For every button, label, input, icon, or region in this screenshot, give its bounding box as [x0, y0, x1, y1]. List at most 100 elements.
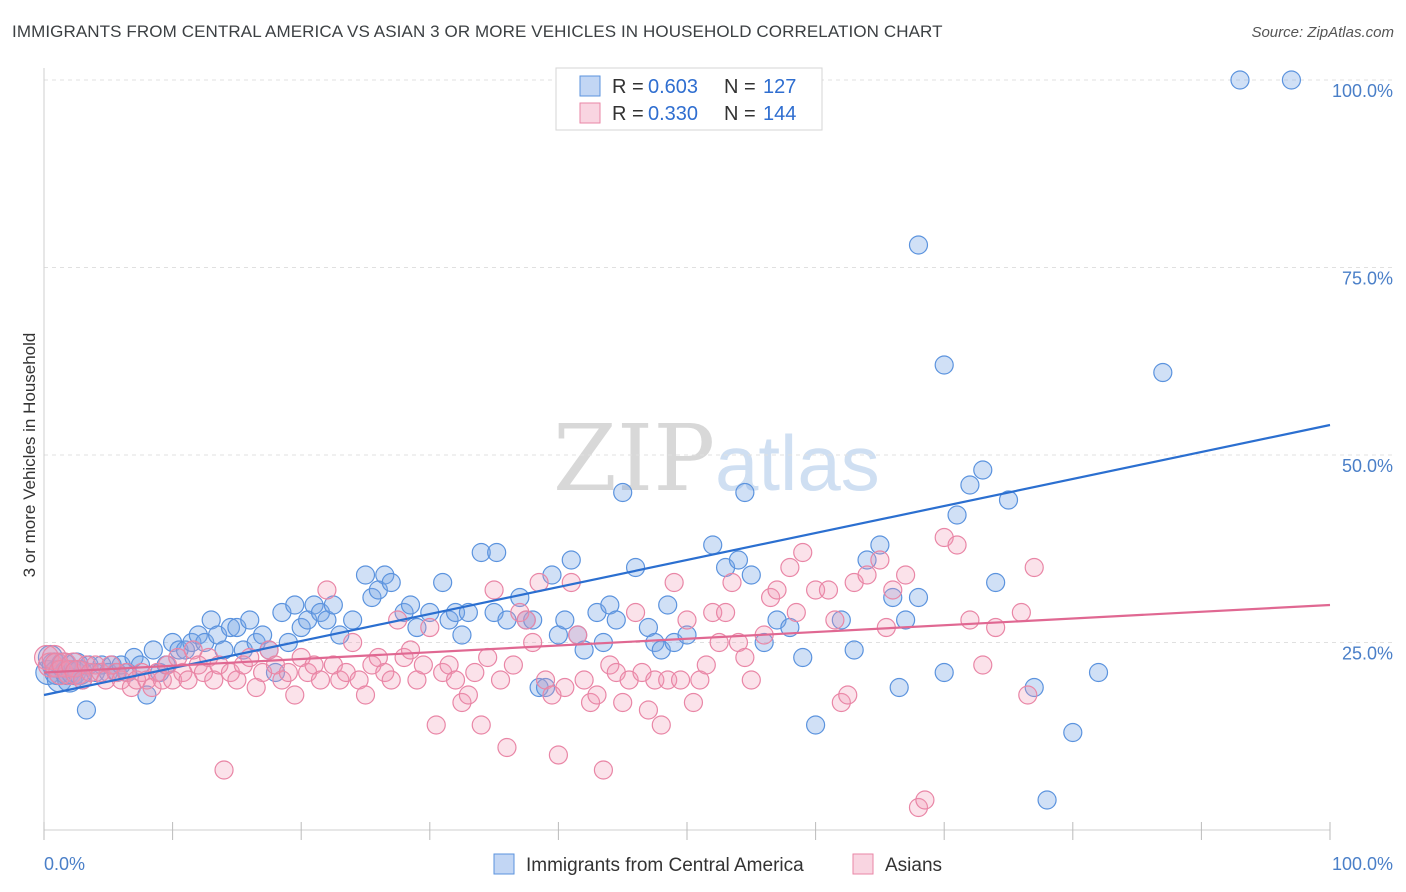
point-pink-109 [677, 610, 697, 630]
legend-swatch-blue [579, 75, 601, 97]
legend-n-value-1: 127 [763, 76, 796, 98]
point-pink-112 [696, 655, 716, 675]
point-pink-93 [574, 670, 594, 690]
point-pink-146 [1024, 557, 1044, 578]
point-blue-91 [645, 632, 665, 653]
point-blue-114 [934, 662, 954, 683]
point-blue-81 [561, 550, 581, 570]
point-pink-35 [204, 670, 224, 690]
point-pink-66 [400, 640, 421, 660]
source-credit: Source: ZipAtlas.com [1251, 24, 1394, 41]
point-pink-94 [580, 692, 601, 713]
point-pink-103 [638, 700, 659, 720]
point-pink-122 [767, 580, 787, 600]
point-blue-116 [960, 475, 980, 495]
point-pink-130 [838, 685, 858, 705]
point-pink-62 [375, 662, 395, 683]
point-pink-89 [548, 745, 569, 765]
point-pink-46 [272, 670, 292, 690]
point-blue-47 [291, 617, 311, 638]
point-blue-93 [658, 595, 678, 615]
point-pink-48 [285, 685, 305, 705]
bottom-legend-label-2: Asians [885, 855, 942, 876]
point-pink-69 [420, 617, 440, 638]
point-blue-68 [458, 602, 478, 623]
point-pink-110 [683, 692, 704, 713]
point-blue-96 [703, 535, 723, 555]
bottom-legend: Immigrants from Central America Asians [493, 853, 942, 876]
point-blue-80 [555, 610, 575, 630]
point-pink-136 [896, 565, 916, 585]
point-pink-63 [381, 670, 401, 690]
point-blue-127 [908, 235, 929, 255]
point-blue-56 [362, 587, 382, 608]
series-pink [33, 527, 1044, 818]
point-pink-75 [458, 685, 478, 705]
point-pink-84 [516, 610, 536, 630]
point-blue-36 [220, 617, 241, 638]
point-pink-118 [735, 647, 755, 668]
point-pink-115 [715, 602, 736, 623]
point-blue-119 [998, 490, 1019, 510]
point-pink-105 [651, 715, 671, 735]
point-blue-99 [735, 482, 755, 503]
point-blue-107 [844, 640, 864, 660]
y-tick-label-3: 100.0% [1332, 81, 1393, 101]
point-pink-142 [973, 655, 993, 675]
point-pink-82 [503, 655, 523, 675]
point-pink-37 [214, 760, 234, 780]
point-pink-79 [484, 580, 504, 600]
point-blue-105 [805, 715, 826, 735]
y-tick-label-1: 50.0% [1342, 456, 1393, 476]
point-blue-59 [381, 572, 401, 593]
point-pink-70 [426, 715, 446, 735]
point-pink-85 [523, 632, 543, 653]
point-pink-101 [625, 602, 646, 623]
point-pink-128 [825, 610, 845, 630]
point-blue-35 [214, 640, 234, 660]
gridlines [44, 79, 1392, 643]
point-pink-99 [613, 692, 633, 713]
point-pink-52 [310, 670, 331, 690]
point-pink-116 [722, 572, 742, 593]
point-blue-64 [433, 572, 453, 593]
data-points [33, 70, 1302, 818]
point-blue-39 [240, 610, 260, 630]
point-pink-144 [1011, 602, 1031, 623]
point-blue-111 [889, 677, 909, 698]
point-blue-54 [343, 610, 363, 630]
point-blue-109 [870, 535, 890, 555]
point-blue-21 [124, 647, 144, 668]
legend-n-label-1: N = [724, 76, 756, 98]
point-pink-145 [1018, 685, 1038, 705]
point-pink-123 [780, 557, 800, 578]
legend-n-value-2: 144 [763, 103, 796, 125]
point-pink-23 [142, 677, 162, 698]
watermark: ZIP atlas [553, 405, 880, 512]
point-blue-89 [625, 557, 646, 578]
point-pink-119 [741, 670, 761, 690]
point-pink-121 [760, 587, 781, 608]
point-blue-55 [355, 565, 376, 585]
correlation-legend: R = 0.603 N = 127 R = 0.330 N = 144 [555, 67, 823, 131]
point-pink-107 [664, 572, 684, 593]
point-blue-104 [793, 647, 813, 668]
point-pink-108 [670, 670, 691, 690]
point-pink-30 [178, 670, 198, 690]
bottom-legend-swatch-blue [493, 853, 515, 875]
point-blue-128 [934, 355, 954, 375]
point-pink-36 [209, 655, 229, 675]
point-pink-81 [497, 737, 517, 758]
point-blue-87 [606, 610, 626, 630]
point-blue-117 [973, 460, 993, 480]
point-pink-95 [587, 685, 607, 705]
legend-r-value-1: 0.603 [648, 76, 698, 98]
series-blue [35, 70, 1302, 810]
point-pink-125 [793, 542, 813, 563]
point-pink-74 [452, 692, 472, 713]
point-pink-137 [908, 797, 929, 818]
point-pink-135 [883, 580, 903, 600]
point-pink-138 [915, 790, 935, 810]
point-blue-126 [1281, 70, 1302, 90]
bottom-legend-swatch-pink [852, 853, 874, 875]
